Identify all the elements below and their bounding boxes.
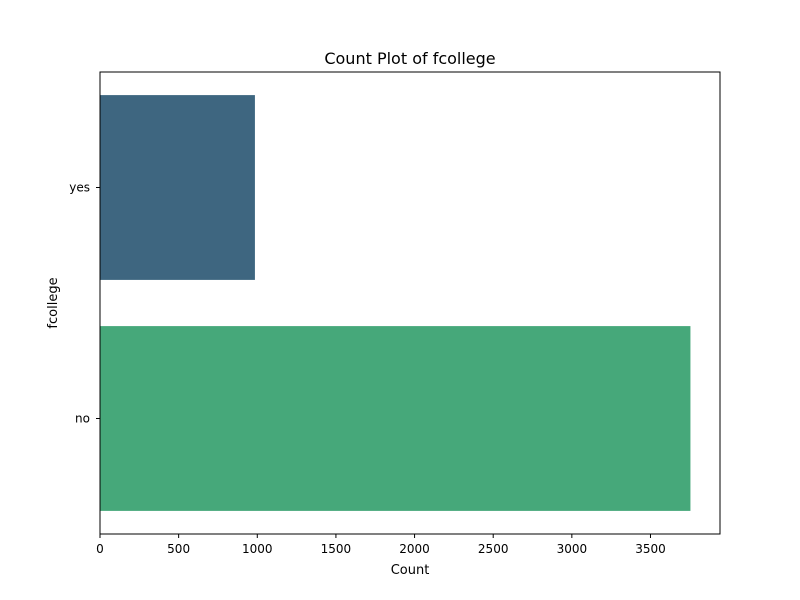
x-tick-label: 2500 (478, 542, 509, 556)
x-tick-label: 0 (96, 542, 104, 556)
bar-yes (100, 95, 255, 280)
chart-title: Count Plot of fcollege (324, 49, 495, 68)
x-tick-label: 3500 (635, 542, 666, 556)
bar-no (100, 326, 691, 511)
plot-frame (99, 71, 721, 535)
y-tick-label: yes (69, 181, 90, 195)
bars-group (100, 95, 691, 511)
y-tick-label: no (75, 412, 90, 426)
x-axis-ticks: 0 500 1000 1500 2000 2500 3000 3500 (96, 534, 666, 556)
x-tick-label: 1000 (242, 542, 273, 556)
x-tick-label: 2000 (399, 542, 430, 556)
x-tick-label: 1500 (321, 542, 352, 556)
x-tick-label: 500 (167, 542, 190, 556)
y-axis-ticks: yes no (69, 181, 100, 426)
x-axis-label: Count (391, 563, 430, 578)
x-tick-label: 3000 (557, 542, 588, 556)
y-axis-label: fcollege (46, 277, 61, 328)
